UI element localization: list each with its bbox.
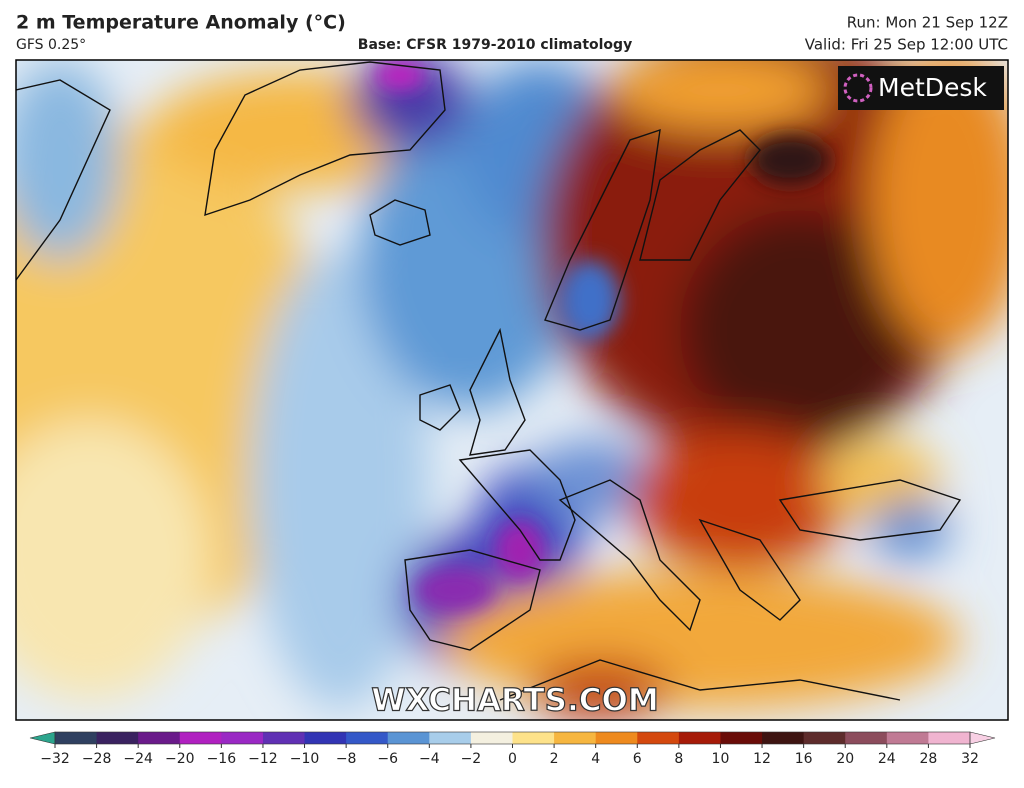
colorbar-tick-label: 24 xyxy=(878,751,896,767)
colorbar-tick-label: −16 xyxy=(207,751,237,767)
colorbar-tick-label: 32 xyxy=(961,751,979,767)
colorbar-tick-label: −32 xyxy=(40,751,70,767)
colorbar-segment xyxy=(720,732,763,744)
colorbar-arrow xyxy=(969,731,996,745)
colorbar-segment xyxy=(554,732,597,744)
colorbar-segment xyxy=(512,732,555,744)
colorbar-segment xyxy=(179,732,222,744)
colorbar-segment xyxy=(262,732,306,744)
colorbar-tick-label: −4 xyxy=(419,751,440,767)
colorbar-segment xyxy=(55,732,98,744)
run: Run: Mon 21 Sep 12Z xyxy=(847,14,1008,32)
colorbar-tick-label: −12 xyxy=(248,751,278,767)
colorbar-segment xyxy=(637,732,680,744)
colorbar-tick-label: 4 xyxy=(591,751,600,767)
watermark: WXCHARTS.COM xyxy=(371,683,658,719)
colorbar-tick-label: 28 xyxy=(919,751,937,767)
colorbar-segment xyxy=(96,732,139,744)
colorbar-tick-label: −28 xyxy=(82,751,112,767)
colorbar-tick-label: −6 xyxy=(377,751,398,767)
colorbar-segment xyxy=(886,732,929,744)
colorbar-tick-label: 0 xyxy=(508,751,517,767)
colorbar-tick-label: 16 xyxy=(795,751,813,767)
colorbar-tick-label: 12 xyxy=(753,751,771,767)
colorbar-tick-label: −2 xyxy=(461,751,482,767)
colorbar-segment xyxy=(304,732,347,744)
base: Base: CFSR 1979-2010 climatology xyxy=(358,37,632,53)
colorbar-segment xyxy=(138,732,181,744)
colorbar-segment xyxy=(387,732,430,744)
colorbar-segment xyxy=(595,732,638,744)
logo: MetDesk xyxy=(878,73,987,102)
colorbar-tick-label: −8 xyxy=(336,751,357,767)
colorbar-tick-label: −20 xyxy=(165,751,195,767)
colorbar-segment xyxy=(221,732,264,744)
colorbar-arrow xyxy=(29,731,56,745)
colorbar-segment xyxy=(429,732,472,744)
model: GFS 0.25° xyxy=(16,37,86,53)
colorbar-segment xyxy=(762,732,805,744)
colorbar-tick-label: 8 xyxy=(674,751,683,767)
colorbar: −32 −28 −24 −20 −16 −12 −10 −8 −6 −4 −2 0 2 4 6 8 10 12 16… xyxy=(29,731,996,767)
colorbar-tick-label: 20 xyxy=(836,751,854,767)
colorbar-tick-label: −10 xyxy=(290,751,320,767)
colorbar-tick-label: 2 xyxy=(550,751,559,767)
title: 2 m Temperature Anomaly (°C) xyxy=(16,12,346,34)
colorbar-segment xyxy=(845,732,888,744)
colorbar-segment xyxy=(678,732,721,744)
map: MetDesk WXCHARTS.COM xyxy=(16,60,1008,720)
colorbar-tick-label: −24 xyxy=(123,751,153,767)
colorbar-tick-label: 6 xyxy=(633,751,642,767)
colorbar-segment xyxy=(803,732,846,744)
colorbar-segment xyxy=(928,732,971,744)
colorbar-tick-label: 10 xyxy=(712,751,730,767)
valid: Valid: Fri 25 Sep 12:00 UTC xyxy=(805,36,1008,54)
colorbar-segment xyxy=(346,732,389,744)
coastlines xyxy=(16,61,962,701)
colorbar-segment xyxy=(470,732,513,744)
